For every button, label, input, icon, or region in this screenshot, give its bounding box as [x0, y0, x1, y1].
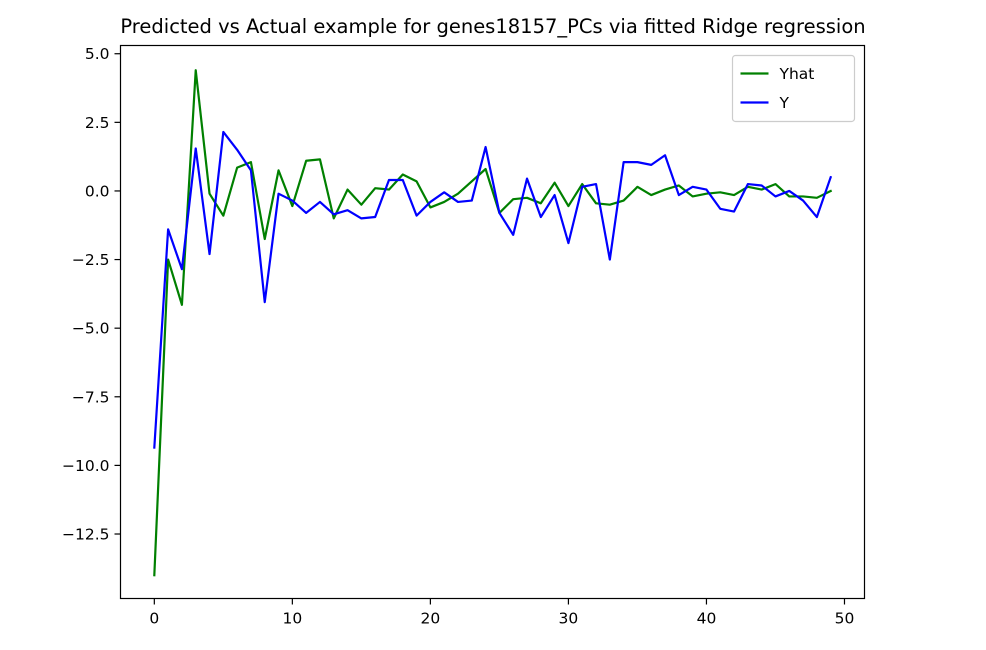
y-tick-label: −12.5 [62, 526, 110, 544]
y-tick-label: −7.5 [72, 388, 110, 406]
legend-label-y: Y [779, 94, 790, 112]
x-tick-label: 40 [697, 610, 717, 628]
chart-title: Predicted vs Actual example for genes181… [120, 15, 865, 38]
series-line-yhat [153, 69, 833, 577]
x-tick-label: 30 [559, 610, 579, 628]
series-line-y [153, 130, 833, 449]
x-tick-label: 10 [282, 610, 302, 628]
y-tick-label: −5.0 [72, 320, 110, 338]
legend-box [731, 54, 856, 123]
x-axis: 0 10 20 30 40 50 [149, 598, 855, 628]
y-tick-label: 2.5 [85, 114, 110, 132]
x-tick-label: 50 [835, 610, 855, 628]
y-tick-label: 0.0 [85, 182, 110, 200]
y-tick-label: −10.0 [62, 457, 110, 475]
y-tick-label: 5.0 [85, 45, 110, 63]
legend-label-yhat: Yhat [779, 65, 815, 83]
plot-lines [153, 69, 833, 577]
x-tick-label: 0 [149, 610, 159, 628]
legend: Yhat Y [731, 54, 856, 123]
x-tick-label: 20 [421, 610, 441, 628]
y-axis: 5.0 2.5 0.0 −2.5 −5.0 −7.5 −10.0 −12.5 [62, 45, 121, 544]
plot-frame [119, 44, 866, 600]
y-tick-label: −2.5 [72, 251, 110, 269]
